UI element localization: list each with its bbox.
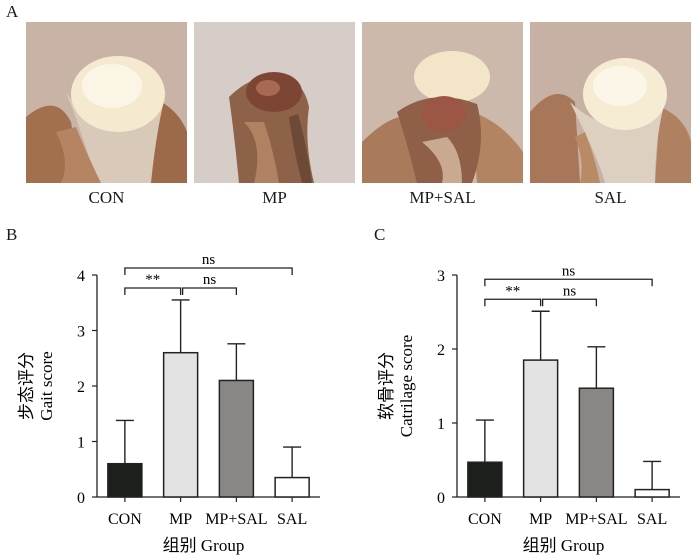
bar-mp-sal	[218, 379, 255, 498]
significance-bracket	[541, 298, 598, 307]
photo-mp-sal	[362, 22, 523, 183]
significance-bracket	[484, 298, 542, 307]
y-tick-label: 2	[437, 342, 445, 359]
cartilage-score-chart: 0 1 2 3 CON MP MP+SAL SAL ** ns ns 软骨评分 Catrilage sc…	[377, 263, 680, 555]
x-tick-label: CON	[468, 511, 502, 528]
y-axis-label-en: Catrilage score	[397, 335, 416, 437]
photo-mp	[194, 22, 355, 183]
photo-con	[26, 22, 187, 183]
photo-label-mp: MP	[262, 188, 287, 207]
x-tick-label: MP	[529, 511, 552, 528]
y-tick-label: 4	[77, 268, 85, 285]
x-tick-label: MP+SAL	[565, 511, 627, 528]
bar-con	[107, 462, 143, 498]
panel-letter-a: A	[6, 2, 19, 21]
significance-label: **	[505, 283, 520, 299]
y-axis-label-en: Gait score	[37, 351, 56, 420]
significance-bracket	[124, 267, 293, 275]
significance-label: ns	[562, 263, 576, 279]
y-tick-label: 3	[437, 268, 445, 285]
significance-bracket	[181, 287, 238, 295]
photo-label-mp-sal: MP+SAL	[409, 188, 476, 207]
y-axis-label-cn: 软骨评分	[377, 352, 396, 420]
bar-con	[467, 461, 503, 498]
bar-mp	[522, 359, 559, 498]
significance-label: ns	[203, 272, 217, 288]
x-axis-label: 组别 Group	[163, 536, 245, 555]
photo-sal	[530, 22, 691, 183]
x-tick-label: SAL	[277, 511, 307, 528]
y-tick-label: 0	[437, 490, 445, 507]
photo-label-sal: SAL	[594, 188, 627, 207]
photo-label-con: CON	[88, 188, 125, 207]
bar-sal	[274, 476, 310, 498]
bar-mp-sal	[578, 387, 615, 498]
bar-sal	[634, 488, 670, 498]
panel-letter-c: C	[374, 225, 386, 244]
bar-mp	[162, 351, 199, 498]
significance-bracket	[484, 278, 653, 287]
significance-label: ns	[202, 252, 216, 268]
x-tick-label: MP	[169, 511, 192, 528]
y-tick-label: 1	[77, 435, 85, 452]
significance-label: **	[145, 272, 160, 288]
x-tick-label: CON	[108, 511, 142, 528]
y-tick-label: 0	[77, 490, 85, 507]
y-axis-label-cn: 步态评分	[17, 352, 36, 420]
significance-bracket	[124, 287, 182, 295]
y-tick-label: 1	[437, 416, 445, 433]
x-axis-label: 组别 Group	[523, 536, 605, 555]
x-tick-label: MP+SAL	[205, 511, 267, 528]
panel-letter-b: B	[6, 225, 18, 244]
y-tick-label: 3	[77, 324, 85, 341]
significance-label: ns	[563, 283, 577, 299]
x-tick-label: SAL	[637, 511, 667, 528]
gait-score-chart: 0 1 2 3 4 CON MP MP+SAL SAL ** ns ns 步态评分 Gait score 组…	[17, 252, 320, 555]
y-tick-label: 2	[77, 379, 85, 396]
